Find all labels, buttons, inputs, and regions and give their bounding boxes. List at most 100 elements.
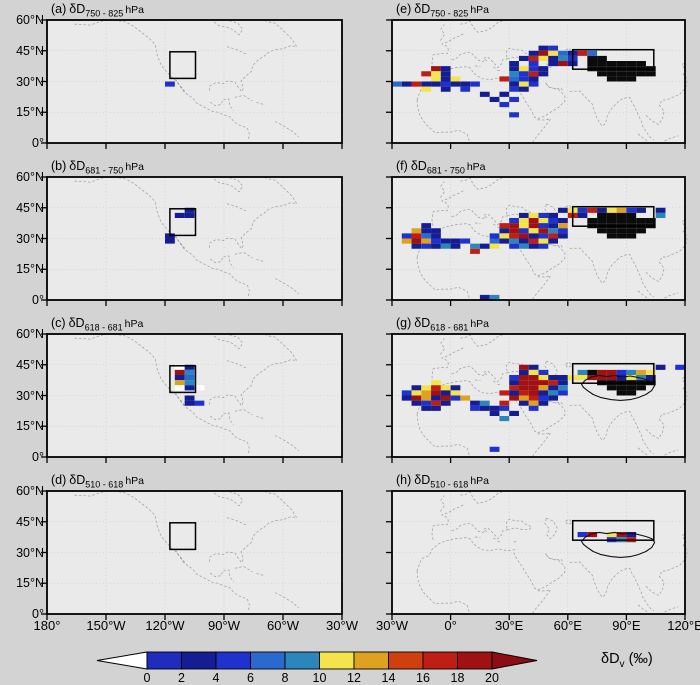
grid-cell [421,71,432,77]
grid-cell [431,400,441,406]
lat-tick-label: 60°N [16,327,44,341]
grid-cell [479,405,490,411]
grid-cell [431,228,441,234]
map-panel-d [41,490,343,620]
grid-cell [411,395,422,401]
grid-cell [548,385,559,391]
grid-cell [518,385,529,391]
grid-cell [499,238,510,244]
grid-cell [518,400,529,406]
colorbar-segment [284,651,320,670]
grid-cell [509,112,519,118]
grid-cell [558,380,568,386]
grid-cell [518,375,529,381]
grid-cell [636,385,646,391]
grid-cell [421,223,432,229]
pressure-unit: hPa [125,4,144,16]
grid-cell [184,375,195,381]
grid-cell [538,233,549,239]
grid-cell [460,81,471,87]
grid-cell [655,212,666,219]
grid-cell [431,395,441,401]
grid-cell [509,228,519,234]
grid-cell [440,390,451,396]
grid-cell [645,218,656,224]
grid-cell [616,375,627,381]
grid-cell [174,369,185,376]
grid-cell [577,375,588,381]
grid-cell [509,385,519,391]
grid-cell [499,91,510,97]
panel-label: (h) [396,473,412,487]
grid-cell [587,375,598,381]
grid-cell [616,61,627,67]
grid-cell [548,45,559,51]
colorbar-over-arrow [491,651,538,670]
grid-cell [597,71,607,77]
grid-cell [626,233,637,239]
colorbar-tick-label: 10 [312,671,327,685]
grid-cell [489,405,500,411]
grid-cell [587,207,598,213]
grid-cell [450,390,461,396]
grid-cell [548,390,559,396]
grid-cell [626,61,637,67]
grid-cell [597,212,607,219]
colorbar-tick-label: 20 [485,671,499,685]
grid-cell [440,76,451,82]
map-panel-a [41,19,343,149]
grid-cell [518,364,529,370]
grid-cell [509,66,519,72]
grid-cell [411,243,422,249]
lon-tick-label: 120°E [667,618,700,633]
grid-cell [528,364,539,370]
grid-cell [577,212,588,219]
grid-cell [626,532,637,538]
colorbar-segment [457,651,493,670]
grid-cell [174,375,185,381]
colorbar-label-sub: v [619,658,625,670]
lon-tick-label: 60°W [267,618,299,633]
grid-cell [421,405,432,411]
grid-cell [421,228,432,234]
panel-label: (g) [396,316,412,330]
grid-cell [450,81,461,87]
grid-cell [587,369,598,376]
grid-cell [184,364,195,370]
lon-tick-label: 30°W [376,618,408,633]
grid-cell [450,238,461,244]
grid-cell [499,400,510,406]
roi-box [169,208,197,237]
grid-cell [626,369,637,376]
panel-title-g: (g) δD618 - 681 hPa [396,316,489,333]
grid-cell [626,76,637,82]
colorbar-segment [181,651,217,670]
grid-cell [499,76,510,82]
lat-tick-label: 45°N [16,43,44,58]
grid-cell [616,71,627,77]
grid-cell [538,380,549,386]
grid-cell [489,233,500,239]
grid-cell [440,400,451,406]
grid-cell [421,390,432,396]
grid-cell [645,375,656,381]
grid-cell [528,81,539,87]
grid-cell [499,405,510,411]
grid-cell [479,294,490,301]
lat-tick-label: 45°N [16,200,44,215]
roi-box [169,522,197,551]
grid-cell [597,228,607,234]
grid-cell [431,76,441,82]
grid-cell [528,380,539,386]
pressure-layer: 618 - 681 [84,322,123,333]
quantity-symbol: δD [414,473,431,487]
grid-cell [626,71,637,77]
grid-cell [597,375,607,381]
grid-cell [518,71,529,77]
grid-cell [489,96,500,103]
grid-cell [184,380,195,386]
map-panel-b [41,176,343,306]
lon-tick-label: 30°E [495,618,524,633]
grid-cell [509,86,519,92]
grid-cell [577,50,588,56]
